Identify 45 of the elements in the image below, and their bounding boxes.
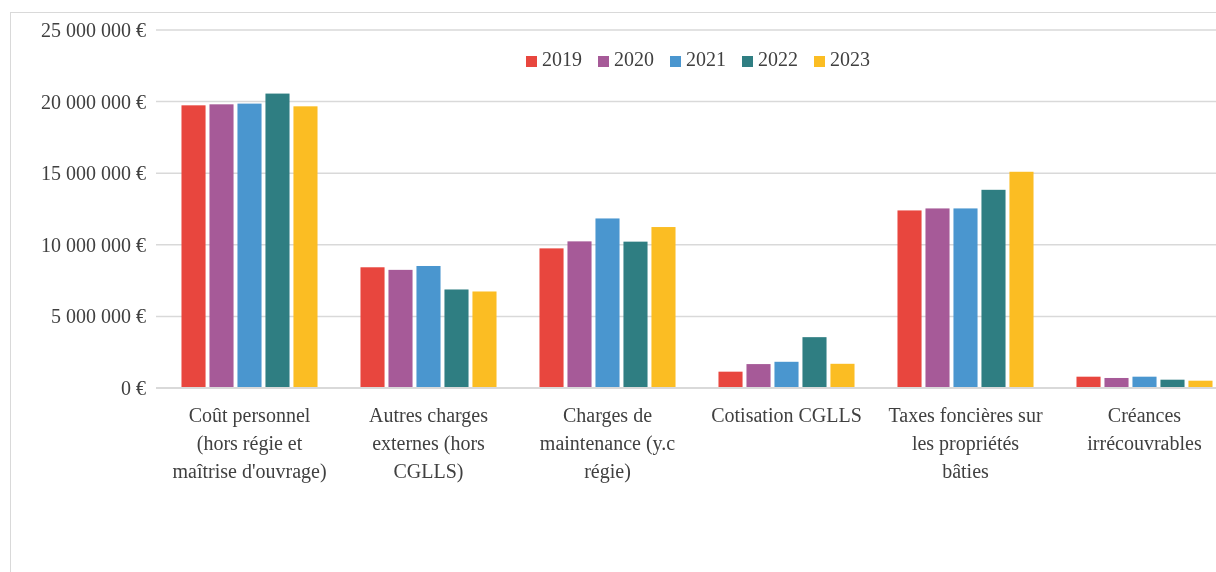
x-tick-label: Autres charges externes (hors CGLLS): [368, 404, 489, 484]
y-tick-label: 15 000 000 €: [41, 162, 146, 185]
bar: [567, 241, 592, 388]
y-tick-label: 10 000 000 €: [41, 233, 146, 256]
x-tick-label: Cotisation CGLLS: [711, 404, 862, 427]
bar: [472, 291, 497, 388]
bar: [539, 248, 564, 388]
x-tick-label: Taxes foncières sur les propriétés bâties: [888, 404, 1043, 483]
bar: [360, 267, 385, 388]
bar: [1076, 376, 1101, 388]
bar: [416, 265, 441, 388]
bar: [802, 337, 827, 388]
legend-label: 2023: [830, 48, 870, 70]
bar: [830, 363, 855, 388]
bar: [925, 208, 950, 388]
y-tick-label: 5 000 000 €: [51, 305, 146, 328]
bar: [1132, 376, 1157, 388]
bar: [774, 361, 799, 388]
x-tick-label: Charges de maintenance (y.c régie): [539, 404, 676, 484]
bar: [1009, 171, 1034, 388]
bar: [181, 105, 206, 388]
bar: [651, 227, 676, 388]
bar: [388, 269, 413, 388]
bar: [444, 289, 469, 388]
x-tick-label: Coût personnel (hors régie et maîtrise d'ouvrage): [172, 404, 327, 484]
y-tick-label: 25 000 000 €: [41, 18, 146, 41]
bar: [718, 371, 743, 388]
bar: [953, 208, 978, 388]
bar: [265, 93, 290, 388]
bar: [623, 241, 648, 388]
bar: [897, 210, 922, 388]
bar: [595, 218, 620, 388]
bar: [746, 364, 771, 388]
y-tick-label: 20 000 000 €: [41, 90, 146, 113]
y-tick-label: 0 €: [121, 376, 146, 399]
bar: [981, 189, 1006, 388]
x-tick-label: Créances irrécouvrables: [1087, 404, 1202, 455]
bar: [237, 103, 262, 388]
bar: [209, 104, 234, 388]
bar: [293, 106, 318, 388]
legend-label: 2022: [758, 48, 798, 70]
legend-label: 2019: [542, 48, 582, 70]
legend-label: 2020: [614, 48, 654, 70]
legend-label: 2021: [686, 48, 726, 70]
bar: [1104, 377, 1129, 388]
